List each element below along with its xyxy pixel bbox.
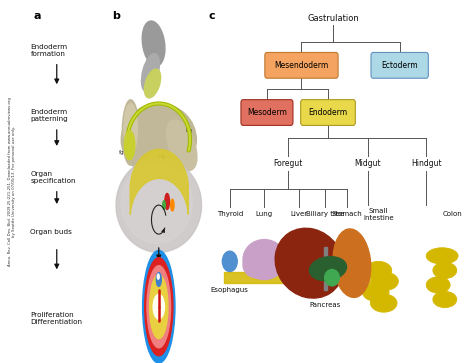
Text: mg: mg <box>157 154 166 159</box>
Ellipse shape <box>363 283 389 301</box>
Ellipse shape <box>124 103 137 154</box>
Text: Pancreas: Pancreas <box>310 302 341 308</box>
Ellipse shape <box>275 228 344 298</box>
Ellipse shape <box>333 229 371 297</box>
Ellipse shape <box>124 131 135 160</box>
FancyBboxPatch shape <box>241 99 293 126</box>
Ellipse shape <box>141 54 159 91</box>
Text: Organ
specification: Organ specification <box>30 171 76 184</box>
Ellipse shape <box>153 294 164 319</box>
FancyBboxPatch shape <box>265 53 338 78</box>
Bar <box>225 272 384 283</box>
Ellipse shape <box>325 269 339 286</box>
Text: c: c <box>209 11 215 21</box>
Text: Colon: Colon <box>443 211 463 217</box>
Ellipse shape <box>166 120 197 171</box>
FancyBboxPatch shape <box>371 53 428 78</box>
Text: Mesoderm: Mesoderm <box>247 108 287 117</box>
Ellipse shape <box>365 261 392 280</box>
Circle shape <box>145 258 173 356</box>
Text: Proliferation
Differentiation: Proliferation Differentiation <box>30 312 82 325</box>
Text: Stomach: Stomach <box>331 211 362 217</box>
Circle shape <box>163 201 165 209</box>
Ellipse shape <box>121 163 192 243</box>
Circle shape <box>143 250 175 363</box>
Ellipse shape <box>156 273 161 286</box>
Text: Endoderm
formation: Endoderm formation <box>30 44 68 57</box>
Circle shape <box>147 266 171 348</box>
Ellipse shape <box>371 294 397 312</box>
Text: Foregut: Foregut <box>273 159 303 168</box>
Text: Small
intestine: Small intestine <box>363 208 394 221</box>
Text: Hindgut: Hindgut <box>411 159 442 168</box>
Ellipse shape <box>122 100 139 165</box>
Text: Lung: Lung <box>256 211 273 217</box>
Text: hg: hg <box>186 129 193 134</box>
Ellipse shape <box>243 252 270 278</box>
Ellipse shape <box>142 21 165 66</box>
Ellipse shape <box>433 262 457 279</box>
Ellipse shape <box>243 240 285 280</box>
Text: fg: fg <box>119 150 125 155</box>
Bar <box>324 247 327 290</box>
Ellipse shape <box>426 248 458 264</box>
Text: Biliary tree: Biliary tree <box>306 211 345 217</box>
Text: b: b <box>112 11 120 21</box>
Circle shape <box>165 193 169 209</box>
Text: Esophagus: Esophagus <box>211 287 249 293</box>
Ellipse shape <box>121 103 196 176</box>
Text: Endoderm: Endoderm <box>309 108 347 117</box>
Text: a: a <box>33 11 41 21</box>
Ellipse shape <box>116 158 201 252</box>
FancyBboxPatch shape <box>301 99 356 126</box>
Text: Organ buds: Organ buds <box>30 229 73 235</box>
Text: Ectoderm: Ectoderm <box>382 61 418 70</box>
Circle shape <box>222 251 237 272</box>
Ellipse shape <box>426 277 450 293</box>
Text: Annu. Rev. Cell Dev. Biol. 2009.25:221-251. Downloaded from www.annualreviews.or: Annu. Rev. Cell Dev. Biol. 2009.25:221-2… <box>8 97 16 266</box>
Ellipse shape <box>433 291 457 308</box>
Text: Thyroid: Thyroid <box>217 211 243 217</box>
Text: Gastrulation: Gastrulation <box>308 14 359 23</box>
Text: Endoderm
patterning: Endoderm patterning <box>30 109 68 122</box>
Ellipse shape <box>145 69 161 98</box>
Ellipse shape <box>157 274 159 279</box>
Ellipse shape <box>372 272 398 290</box>
Text: Midgut: Midgut <box>355 159 381 168</box>
Circle shape <box>171 199 174 211</box>
Circle shape <box>150 275 168 339</box>
Text: Liver: Liver <box>290 211 307 217</box>
Ellipse shape <box>310 257 346 281</box>
Text: Mesendoderm: Mesendoderm <box>274 61 328 70</box>
